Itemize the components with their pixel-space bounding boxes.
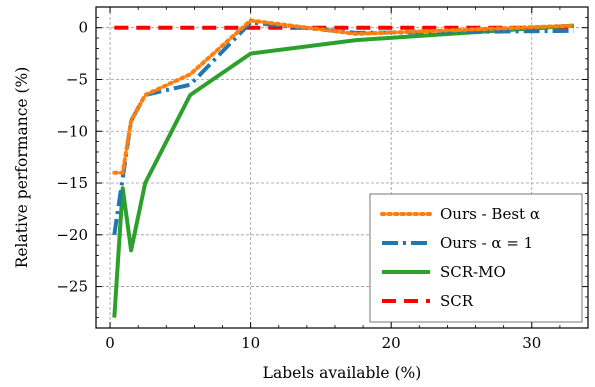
y-tick-label: 0	[78, 19, 88, 37]
series-line-scr-mo	[112, 23, 575, 318]
axis-ticks: 0 10 20 30 0 −5 −10 −15 −20 −25	[56, 6, 589, 352]
legend-label: SCR-MO	[440, 263, 506, 281]
y-tick-label: −20	[56, 226, 88, 244]
y-tick-label: −5	[66, 70, 88, 88]
x-tick-label: 0	[105, 334, 115, 352]
series-line-ours-best	[112, 18, 576, 175]
y-tick-label: −15	[56, 174, 88, 192]
legend-label: Ours - α = 1	[440, 234, 533, 252]
y-tick-label: −10	[56, 122, 88, 140]
x-tick-label: 30	[522, 334, 541, 352]
legend-label: Ours - Best α	[440, 205, 540, 223]
x-axis-label: Labels available (%)	[263, 364, 422, 382]
y-axis-label: Relative performance (%)	[13, 67, 31, 269]
series-lines	[112, 18, 576, 318]
plot-frame	[95, 6, 589, 329]
x-tick-label: 20	[382, 334, 401, 352]
y-tick-label: −25	[56, 278, 88, 296]
x-tick-label: 10	[241, 334, 260, 352]
legend-label: SCR	[440, 292, 474, 310]
legend: Ours - Best α Ours - α = 1 SCR-MO SCR	[369, 193, 583, 323]
